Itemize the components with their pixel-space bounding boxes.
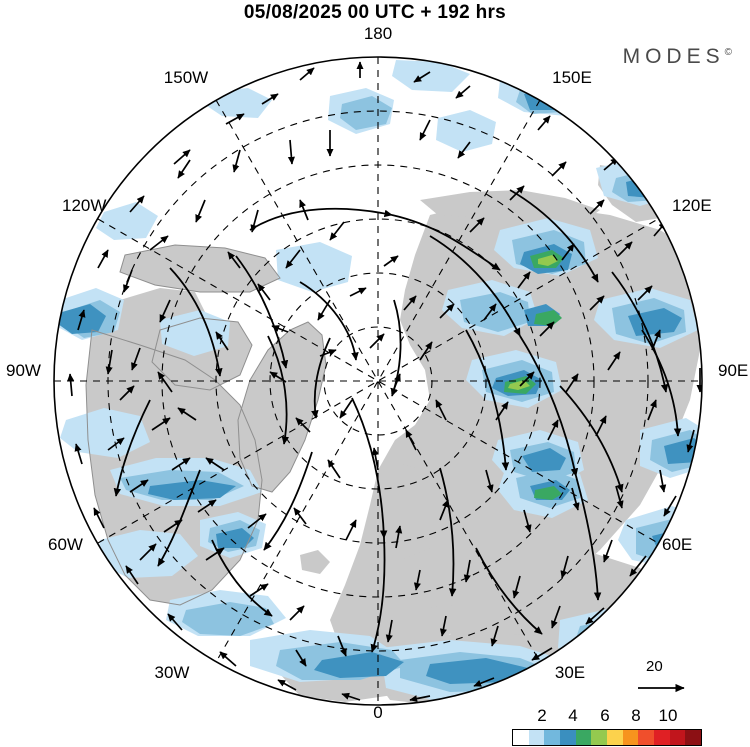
colorbar-band-9 — [654, 730, 670, 745]
colorbar-band-1 — [528, 730, 545, 745]
colorbar-band-6 — [607, 730, 623, 745]
colorbar-band-2 — [544, 730, 561, 745]
wind-vector-key-label: 20 — [646, 658, 663, 675]
modes-logo: MODES© — [623, 45, 732, 69]
colorbar-band-3 — [560, 730, 576, 745]
colorbar-band-4 — [575, 730, 592, 745]
colorbar-tick-8: 8 — [631, 706, 641, 725]
globe-outline — [53, 56, 703, 706]
lon-label-0: 0 — [373, 703, 383, 722]
wind-vector-layer — [67, 61, 702, 703]
lon-label-60e: 60E — [662, 535, 693, 554]
colorbar-band-8 — [638, 730, 655, 745]
colorbar-tick-labels: 2 4 6 8 10 — [505, 706, 705, 728]
colorbar-band-10 — [669, 730, 686, 745]
colorbar-band-0 — [513, 730, 529, 745]
colorbar-tick-4: 4 — [568, 706, 578, 725]
lon-label-30w: 30W — [154, 663, 190, 682]
colorbar-bands — [512, 729, 702, 746]
colorbar-tick-10: 10 — [658, 706, 678, 725]
wind-vector-key: 20 — [636, 658, 728, 700]
lon-label-120e: 120E — [672, 196, 712, 215]
page-title: 05/08/2025 00 UTC + 192 hrs — [243, 2, 507, 23]
colorbar-tick-2: 2 — [537, 706, 547, 725]
lon-label-120w: 120W — [62, 196, 107, 215]
colorbar-band-11 — [685, 730, 702, 745]
colorbar-band-5 — [591, 730, 608, 745]
lon-label-60w: 60W — [48, 535, 83, 554]
wind-vector-key-arrow — [638, 683, 685, 693]
copyright-mark: © — [724, 47, 732, 58]
colorbar: 2 4 6 8 10 — [505, 706, 705, 746]
lon-label-150e: 150E — [552, 68, 592, 87]
map-interior — [54, 57, 702, 705]
lon-label-90w: 90W — [6, 361, 41, 380]
lon-label-30e: 30E — [554, 663, 586, 682]
logo-text: MODES — [622, 45, 725, 68]
lon-label-90e: 90E — [718, 361, 749, 380]
graticule-layer — [54, 57, 702, 705]
colorbar-tick-6: 6 — [600, 706, 610, 725]
colorbar-band-7 — [622, 730, 639, 745]
lon-label-150w: 150W — [163, 68, 209, 87]
precipitation-shading-layer — [56, 60, 702, 702]
lon-label-180: 180 — [363, 24, 393, 43]
wind-streamline-layer — [113, 189, 682, 653]
